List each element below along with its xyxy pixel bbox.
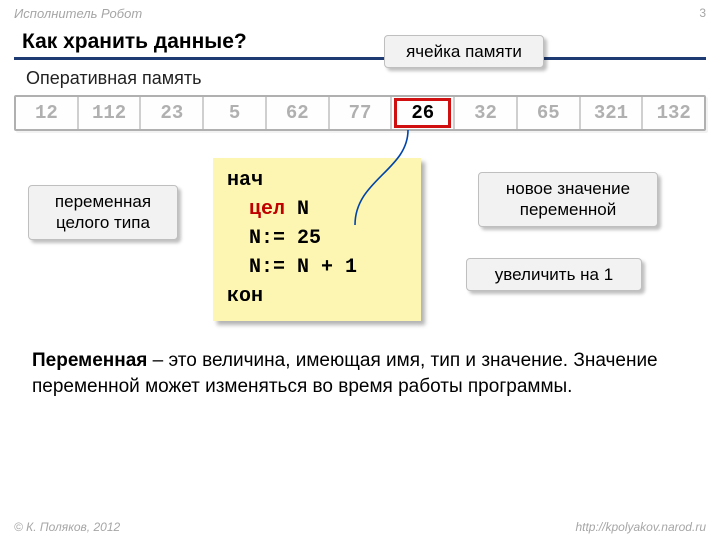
callout-new-value: новое значениепеременной — [478, 172, 658, 227]
header: Исполнитель Робот 3 — [0, 0, 720, 26]
memory-cell: 23 — [141, 97, 204, 129]
memory-strip: 121122356277263265321132 — [14, 95, 706, 131]
subtitle: Оперативная память — [0, 68, 720, 89]
code-assign1: N:= 25 — [227, 224, 407, 253]
page-title: Как хранить данные? — [0, 26, 720, 57]
memory-cell: 12 — [16, 97, 79, 129]
memory-cell: 77 — [330, 97, 393, 129]
code-decl-line: цел N — [227, 195, 407, 224]
memory-cell: 62 — [267, 97, 330, 129]
memory-cell: 5 — [204, 97, 267, 129]
definition-term: Переменная — [32, 350, 147, 371]
code-decl-var: N — [285, 198, 309, 221]
header-left: Исполнитель Робот — [14, 6, 142, 21]
memory-cell: 321 — [581, 97, 644, 129]
memory-cell: 112 — [79, 97, 142, 129]
footer: © К. Поляков, 2012 http://kpolyakov.naro… — [0, 518, 720, 540]
code-block: нач цел N N:= 25 N:= N + 1 кон — [213, 158, 421, 321]
code-type-kw: цел — [249, 198, 285, 221]
memory-cell-highlight: 26 — [392, 97, 455, 129]
code-assign2: N:= N + 1 — [227, 253, 407, 282]
code-kw-end: кон — [227, 285, 263, 308]
callout-var-type: переменнаяцелого типа — [28, 185, 178, 240]
footer-left: © К. Поляков, 2012 — [14, 520, 120, 534]
memory-cell: 32 — [455, 97, 518, 129]
page-number: 3 — [699, 6, 706, 20]
callout-memory-cell: ячейка памяти — [384, 35, 544, 68]
title-underline — [14, 57, 706, 60]
definition-text: Переменная – это величина, имеющая имя, … — [32, 348, 687, 399]
memory-cell: 132 — [643, 97, 704, 129]
code-kw-begin: нач — [227, 169, 263, 192]
callout-increment: увеличить на 1 — [466, 258, 642, 291]
footer-right: http://kpolyakov.narod.ru — [575, 520, 706, 534]
memory-cell: 65 — [518, 97, 581, 129]
